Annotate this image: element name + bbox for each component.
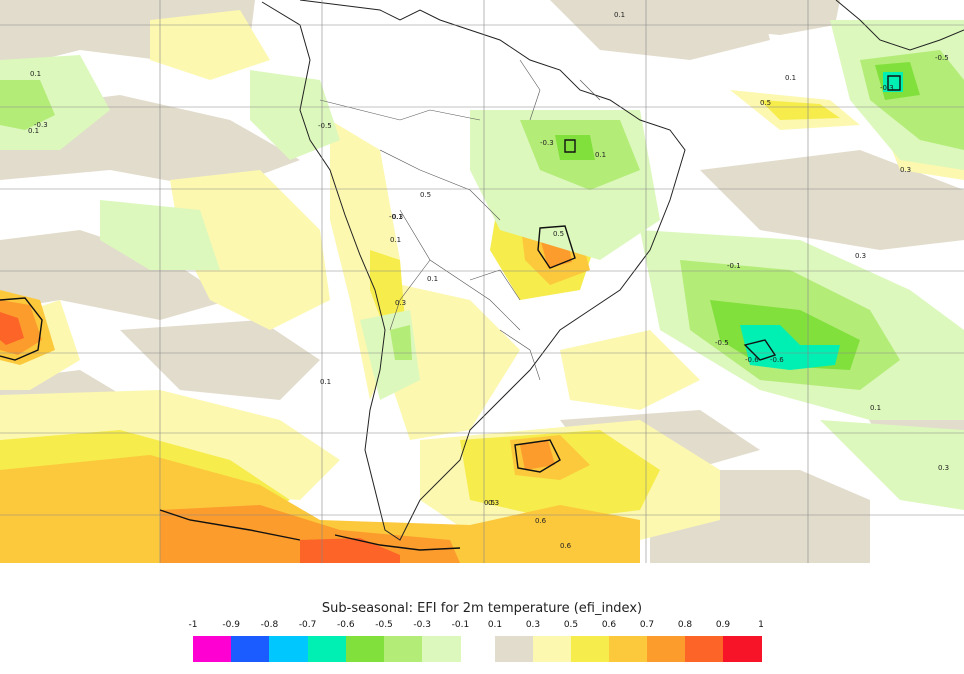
legend-tick-positive: 0.9 — [715, 620, 731, 630]
contour-label: 0.3 — [900, 166, 911, 174]
legend-tick-negative: -0.3 — [413, 620, 431, 630]
graticule — [0, 0, 964, 563]
legend-title: Sub-seasonal: EFI for 2m temperature (ef… — [321, 601, 643, 616]
contour-label: 0.1 — [30, 70, 41, 78]
legend-swatch-negative — [422, 636, 461, 662]
legend-tick-positive: 0.1 — [487, 620, 503, 630]
legend-tick-positive: 0.3 — [525, 620, 541, 630]
contour-label: 0.1 — [785, 74, 796, 82]
legend-swatch-positive — [533, 636, 572, 662]
contour-label: 0.3 — [938, 464, 949, 472]
contour-label: 0.1 — [390, 236, 401, 244]
contour-label: 0.5 — [553, 230, 564, 238]
contour-label: 0.3 — [392, 213, 403, 221]
legend-tick-negative: -0.5 — [375, 620, 393, 630]
legend-swatch-negative — [384, 636, 423, 662]
legend-tick-positive: 0.5 — [563, 620, 579, 630]
legend-tick-negative: -0.1 — [451, 620, 470, 630]
efi-map-canvas: 0.10.1-0.30.10.1-0.10.30.50.3-0.30.5-0.1… — [0, 0, 964, 563]
efi-map: 0.1 0.1 -0.3 0.1 0.1 -0.1 0.3 0.5 0.3 -0.3 0.5 -0.1… — [0, 0, 964, 563]
legend-tick-positive: 1 — [758, 620, 764, 630]
contour-value-labels: 0.10.1-0.30.10.1-0.10.30.50.3-0.30.5-0.1… — [28, 11, 949, 550]
legend-swatch-negative — [307, 636, 347, 662]
legend-tick-negative: -0.9 — [222, 620, 240, 630]
efi-field-red-orange — [0, 312, 400, 563]
contour-label: 0.1 — [870, 404, 881, 412]
legend-tick-positive: 0.7 — [639, 620, 655, 630]
legend-swatch-positive — [495, 636, 534, 662]
contour-label: 0.1 — [427, 275, 438, 283]
contour-label: 0.1 — [28, 127, 39, 135]
legend-swatch-positive — [609, 636, 648, 662]
contour-label: -0.1 — [727, 262, 741, 270]
contour-label: -0.3 — [880, 84, 894, 92]
contour-label: 0.6 — [560, 542, 572, 550]
contour-label: -0.6 — [745, 356, 759, 364]
contour-label: 0.1 — [614, 11, 625, 19]
legend-swatch-positive — [647, 636, 686, 662]
contour-label: 0.5 — [484, 499, 495, 507]
legend-tick-negative: -0.7 — [298, 620, 317, 630]
country-borders — [319, 59, 601, 381]
legend-color-bar — [0, 636, 964, 662]
contour-label: -0.1 — [389, 213, 403, 221]
contour-label: -0.5 — [318, 122, 332, 130]
contour-label: 0.3 — [855, 252, 866, 260]
legend-tick-negative: -0.6 — [337, 620, 355, 630]
contour-label: 0.3 — [488, 499, 499, 507]
legend-swatch-negative — [231, 636, 270, 662]
contour-label: -0.5 — [715, 339, 729, 347]
legend-tick-labels: -1 -0.9 -0.8 -0.7 -0.6 -0.5 -0.3 -0.1 0.1 0.3 0.5 0… — [0, 620, 964, 634]
legend-swatch-negative — [269, 636, 309, 662]
contour-label: -0.3 — [540, 139, 554, 147]
contour-label: -0.5 — [935, 54, 949, 62]
contour-label: -0.3 — [34, 121, 48, 129]
contour-label: 0.1 — [595, 151, 606, 159]
contour-label: 0.5 — [760, 99, 771, 107]
legend-tick-negative: -0.8 — [260, 620, 279, 630]
legend-swatch-positive — [685, 636, 724, 662]
contour-label: 0.6 — [535, 517, 547, 525]
contour-label: 0.3 — [395, 299, 406, 307]
legend-tick-positive: 0.6 — [601, 620, 617, 630]
contour-label: -0.6 — [770, 356, 784, 364]
contour-label: 0.5 — [420, 191, 431, 199]
legend-swatch-positive — [723, 636, 762, 662]
legend-swatch-positive — [571, 636, 610, 662]
legend-swatch-negative — [345, 636, 385, 662]
legend-swatch-negative — [193, 636, 232, 662]
legend-tick-positive: 0.8 — [677, 620, 693, 630]
legend-tick-negative: -1 — [188, 620, 198, 630]
contour-label: 0.1 — [320, 378, 331, 386]
efi-threshold-contours — [0, 75, 901, 551]
continent-outline — [261, 0, 964, 541]
